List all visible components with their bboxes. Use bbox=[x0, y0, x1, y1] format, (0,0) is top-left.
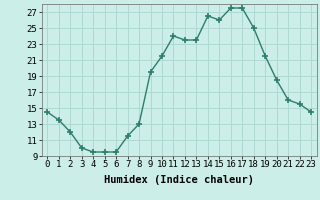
X-axis label: Humidex (Indice chaleur): Humidex (Indice chaleur) bbox=[104, 175, 254, 185]
